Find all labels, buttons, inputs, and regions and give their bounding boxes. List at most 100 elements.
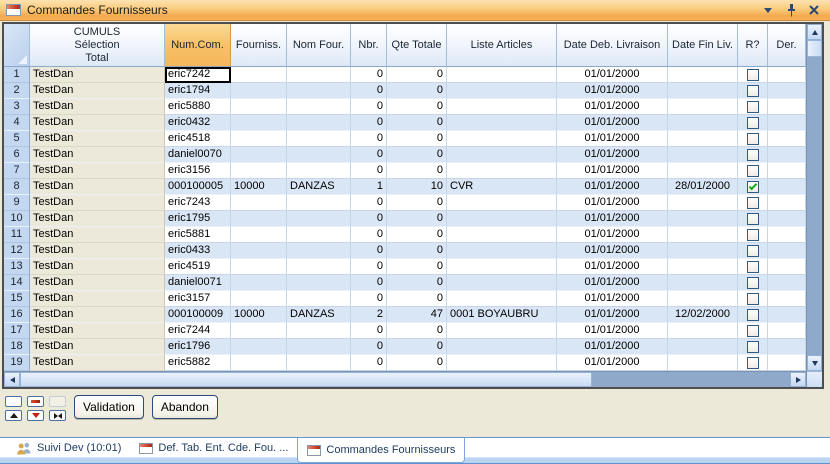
checkbox-unchecked[interactable] xyxy=(746,340,759,353)
cell-liste[interactable] xyxy=(447,67,557,83)
cell-r[interactable] xyxy=(738,83,768,99)
cell-fourniss[interactable] xyxy=(231,163,287,179)
cell-nom_four[interactable] xyxy=(287,275,351,291)
cell-qte[interactable]: 0 xyxy=(387,99,447,115)
vertical-scroll-track[interactable] xyxy=(807,57,822,355)
cell-date_deb[interactable]: 01/01/2000 xyxy=(557,307,668,323)
cell-num_com[interactable]: eric1795 xyxy=(165,211,231,227)
row-number[interactable]: 9 xyxy=(4,195,30,211)
cell-r[interactable] xyxy=(738,275,768,291)
row-number[interactable]: 14 xyxy=(4,275,30,291)
cell-der[interactable] xyxy=(768,211,806,227)
cell-date_fin[interactable] xyxy=(668,323,738,339)
taskbar-tab-suivi-dev[interactable]: Suivi Dev (10:01) xyxy=(7,438,130,458)
checkbox-unchecked[interactable] xyxy=(746,228,759,241)
cell-der[interactable] xyxy=(768,179,806,195)
cell-cumuls[interactable]: TestDan xyxy=(30,339,165,355)
cell-nom_four[interactable] xyxy=(287,339,351,355)
checkbox-unchecked[interactable] xyxy=(746,148,759,161)
cell-date_fin[interactable] xyxy=(668,339,738,355)
row-number[interactable]: 16 xyxy=(4,307,30,323)
cell-cumuls[interactable]: TestDan xyxy=(30,163,165,179)
cell-cumuls[interactable]: TestDan xyxy=(30,227,165,243)
cell-der[interactable] xyxy=(768,131,806,147)
cell-nom_four[interactable] xyxy=(287,291,351,307)
cell-r[interactable] xyxy=(738,355,768,371)
cell-num_com[interactable]: eric4518 xyxy=(165,131,231,147)
cell-num_com[interactable]: 000100009 xyxy=(165,307,231,323)
cell-der[interactable] xyxy=(768,275,806,291)
cell-date_fin[interactable] xyxy=(668,243,738,259)
cell-nbr[interactable]: 0 xyxy=(351,211,387,227)
cell-cumuls[interactable]: TestDan xyxy=(30,291,165,307)
row-number[interactable]: 12 xyxy=(4,243,30,259)
scroll-down-button[interactable] xyxy=(807,355,822,371)
cell-r[interactable] xyxy=(738,67,768,83)
cell-liste[interactable] xyxy=(447,291,557,307)
cell-cumuls[interactable]: TestDan xyxy=(30,355,165,371)
cell-r[interactable] xyxy=(738,339,768,355)
cell-qte[interactable]: 0 xyxy=(387,339,447,355)
cell-nbr[interactable]: 0 xyxy=(351,67,387,83)
cell-liste[interactable] xyxy=(447,83,557,99)
cell-nom_four[interactable]: DANZAS xyxy=(287,179,351,195)
cell-liste[interactable] xyxy=(447,147,557,163)
cell-nbr[interactable]: 0 xyxy=(351,339,387,355)
cell-nom_four[interactable] xyxy=(287,211,351,227)
cell-nbr[interactable]: 0 xyxy=(351,275,387,291)
cell-num_com[interactable]: eric7242 xyxy=(165,67,231,83)
cell-cumuls[interactable]: TestDan xyxy=(30,323,165,339)
cell-cumuls[interactable]: TestDan xyxy=(30,131,165,147)
cell-r[interactable] xyxy=(738,99,768,115)
cell-cumuls[interactable]: TestDan xyxy=(30,243,165,259)
cell-date_fin[interactable] xyxy=(668,99,738,115)
move-up-button[interactable] xyxy=(5,410,22,421)
cell-r[interactable] xyxy=(738,179,768,195)
cell-num_com[interactable]: 000100005 xyxy=(165,179,231,195)
cell-nbr[interactable]: 0 xyxy=(351,83,387,99)
cell-qte[interactable]: 0 xyxy=(387,355,447,371)
cell-nom_four[interactable] xyxy=(287,259,351,275)
cell-liste[interactable] xyxy=(447,259,557,275)
row-number[interactable]: 6 xyxy=(4,147,30,163)
cell-der[interactable] xyxy=(768,339,806,355)
cell-liste[interactable] xyxy=(447,163,557,179)
horizontal-scroll-thumb[interactable] xyxy=(20,372,592,387)
cell-fourniss[interactable]: 10000 xyxy=(231,179,287,195)
cell-nom_four[interactable] xyxy=(287,147,351,163)
cell-nbr[interactable]: 0 xyxy=(351,259,387,275)
column-header-num_com[interactable]: Num.Com. xyxy=(165,24,231,67)
checkbox-unchecked[interactable] xyxy=(746,356,759,369)
column-header-qte[interactable]: Qte Totale xyxy=(387,24,447,67)
abandon-button[interactable]: Abandon xyxy=(151,395,218,419)
cell-fourniss[interactable] xyxy=(231,275,287,291)
scroll-up-button[interactable] xyxy=(807,24,822,40)
cell-cumuls[interactable]: TestDan xyxy=(30,67,165,83)
cell-num_com[interactable]: eric5880 xyxy=(165,99,231,115)
cell-nbr[interactable]: 0 xyxy=(351,323,387,339)
cell-date_fin[interactable] xyxy=(668,195,738,211)
cell-qte[interactable]: 0 xyxy=(387,227,447,243)
cell-r[interactable] xyxy=(738,131,768,147)
checkbox-unchecked[interactable] xyxy=(746,260,759,273)
cell-fourniss[interactable] xyxy=(231,131,287,147)
cell-date_fin[interactable]: 12/02/2000 xyxy=(668,307,738,323)
row-number[interactable]: 10 xyxy=(4,211,30,227)
cell-cumuls[interactable]: TestDan xyxy=(30,115,165,131)
cell-der[interactable] xyxy=(768,115,806,131)
cell-cumuls[interactable]: TestDan xyxy=(30,307,165,323)
cell-der[interactable] xyxy=(768,67,806,83)
cell-der[interactable] xyxy=(768,291,806,307)
cell-nom_four[interactable] xyxy=(287,131,351,147)
cell-nbr[interactable]: 0 xyxy=(351,243,387,259)
row-number[interactable]: 18 xyxy=(4,339,30,355)
checkbox-unchecked[interactable] xyxy=(746,68,759,81)
cell-date_fin[interactable] xyxy=(668,67,738,83)
checkbox-unchecked[interactable] xyxy=(746,100,759,113)
cell-cumuls[interactable]: TestDan xyxy=(30,211,165,227)
cell-cumuls[interactable]: TestDan xyxy=(30,275,165,291)
checkbox-checked[interactable] xyxy=(746,180,759,193)
cell-fourniss[interactable] xyxy=(231,243,287,259)
validation-button[interactable]: Validation xyxy=(74,395,144,419)
row-number[interactable]: 15 xyxy=(4,291,30,307)
